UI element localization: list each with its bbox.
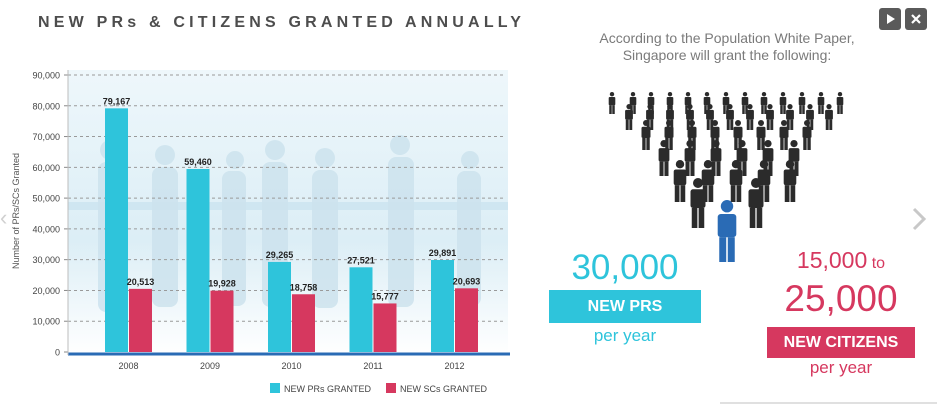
x-tick-label: 2009 <box>200 361 220 371</box>
data-label: 20,693 <box>453 276 481 286</box>
person-icon <box>748 178 764 228</box>
x-tick-label: 2010 <box>281 361 301 371</box>
person-icon <box>779 92 787 114</box>
person-icon <box>629 92 637 114</box>
y-tick-label: 80,000 <box>32 101 60 111</box>
legend: NEW PRs GRANTED NEW SCs GRANTED <box>270 383 488 394</box>
y-tick-label: 60,000 <box>32 163 60 173</box>
person-icon <box>666 92 674 114</box>
y-tick-label: 40,000 <box>32 224 60 234</box>
citizens-range: 15,000 to 25,000 <box>766 247 916 320</box>
x-tick-label: 2012 <box>444 361 464 371</box>
person-icon <box>684 92 692 114</box>
person-icon <box>798 92 806 114</box>
data-label: 15,777 <box>371 291 399 301</box>
bar-scs-2008 <box>129 288 152 352</box>
person-icon <box>825 104 833 130</box>
highlighted-person-icon <box>717 200 737 262</box>
person-icon <box>647 92 655 114</box>
intro-text: According to the Population White Paper,… <box>599 30 855 63</box>
x-tick-label: 2011 <box>363 361 382 371</box>
bar-prs-2012 <box>431 260 454 352</box>
data-label: 79,167 <box>103 96 131 106</box>
person-icon <box>760 92 768 114</box>
person-icon <box>736 140 748 176</box>
person-icon <box>726 104 734 130</box>
person-icon <box>703 92 711 114</box>
divider <box>720 402 937 404</box>
y-tick-label: 30,000 <box>32 255 60 265</box>
prev-arrow-icon[interactable]: ‹ <box>0 205 8 230</box>
person-icon <box>625 104 633 130</box>
bar-chart: Number of PRs/SCs Granted 0 10,000 20,000 3… <box>11 70 510 394</box>
legend-swatch <box>386 383 396 393</box>
new-prs-badge: NEW PRS <box>549 290 701 323</box>
pr-per-year: per year <box>593 326 657 345</box>
legend-label: NEW PRs GRANTED <box>284 384 372 394</box>
x-tick-label: 2008 <box>118 361 138 371</box>
bar-scs-2009 <box>210 290 234 352</box>
person-icon <box>788 140 800 176</box>
bar-scs-2011 <box>373 303 397 352</box>
person-icon <box>706 104 714 130</box>
close-icon <box>911 14 921 24</box>
bar-prs-2010 <box>268 261 291 352</box>
chart-title: NEW PRs & CITIZENS GRANTED ANNUALLY <box>38 14 526 31</box>
person-icon <box>710 140 722 176</box>
person-icon <box>684 140 696 176</box>
person-icon <box>641 120 651 150</box>
data-label: 29,891 <box>429 248 457 258</box>
y-tick-label: 0 <box>55 348 60 358</box>
person-icon <box>673 160 687 202</box>
citizens-per-year: per year <box>809 358 873 377</box>
person-icon <box>783 160 797 202</box>
person-icon <box>741 92 749 114</box>
data-label: 29,265 <box>266 250 294 260</box>
y-tick-label: 70,000 <box>32 132 60 142</box>
person-icon <box>779 120 789 150</box>
bar-scs-2010 <box>292 294 315 352</box>
person-icon <box>756 120 766 150</box>
bar-prs-2011 <box>349 267 373 352</box>
bar-prs-2008 <box>105 108 128 352</box>
y-tick-label: 50,000 <box>32 194 60 204</box>
data-label: 18,758 <box>290 282 318 292</box>
citizens-to: to <box>871 255 886 272</box>
person-icon <box>806 104 814 130</box>
person-icon <box>722 92 730 114</box>
person-icon <box>762 140 774 176</box>
play-icon <box>887 14 895 24</box>
bar-scs-2012 <box>455 288 478 352</box>
data-label: 27,521 <box>347 255 375 265</box>
person-icon <box>658 140 670 176</box>
legend-swatch <box>270 383 280 393</box>
legend-label: NEW SCs GRANTED <box>400 384 488 394</box>
new-citizens-badge: NEW CITIZENS <box>767 327 915 358</box>
person-icon <box>817 92 825 114</box>
citizens-low: 15,000 <box>796 247 868 273</box>
y-tick-label: 90,000 <box>32 71 60 81</box>
bar-prs-2009 <box>186 168 210 352</box>
data-label: 59,460 <box>184 157 212 167</box>
person-icon <box>690 178 706 228</box>
y-tick-label: 10,000 <box>32 317 60 327</box>
data-label: 19,928 <box>208 279 236 289</box>
citizens-high: 25,000 <box>784 278 898 319</box>
person-icon <box>786 104 794 130</box>
person-icon <box>608 92 616 114</box>
person-icon <box>746 104 754 130</box>
data-label: 20,513 <box>127 277 155 287</box>
y-tick-label: 20,000 <box>32 286 60 296</box>
person-icon <box>836 92 844 114</box>
person-icon <box>729 160 743 202</box>
person-icon <box>802 120 812 150</box>
y-axis-label: Number of PRs/SCs Granted <box>11 153 21 269</box>
pr-number: 30,000 <box>571 248 679 287</box>
next-arrow-icon <box>912 207 927 231</box>
person-icon <box>766 104 774 130</box>
close-button[interactable] <box>905 8 927 30</box>
play-button[interactable] <box>879 8 901 30</box>
